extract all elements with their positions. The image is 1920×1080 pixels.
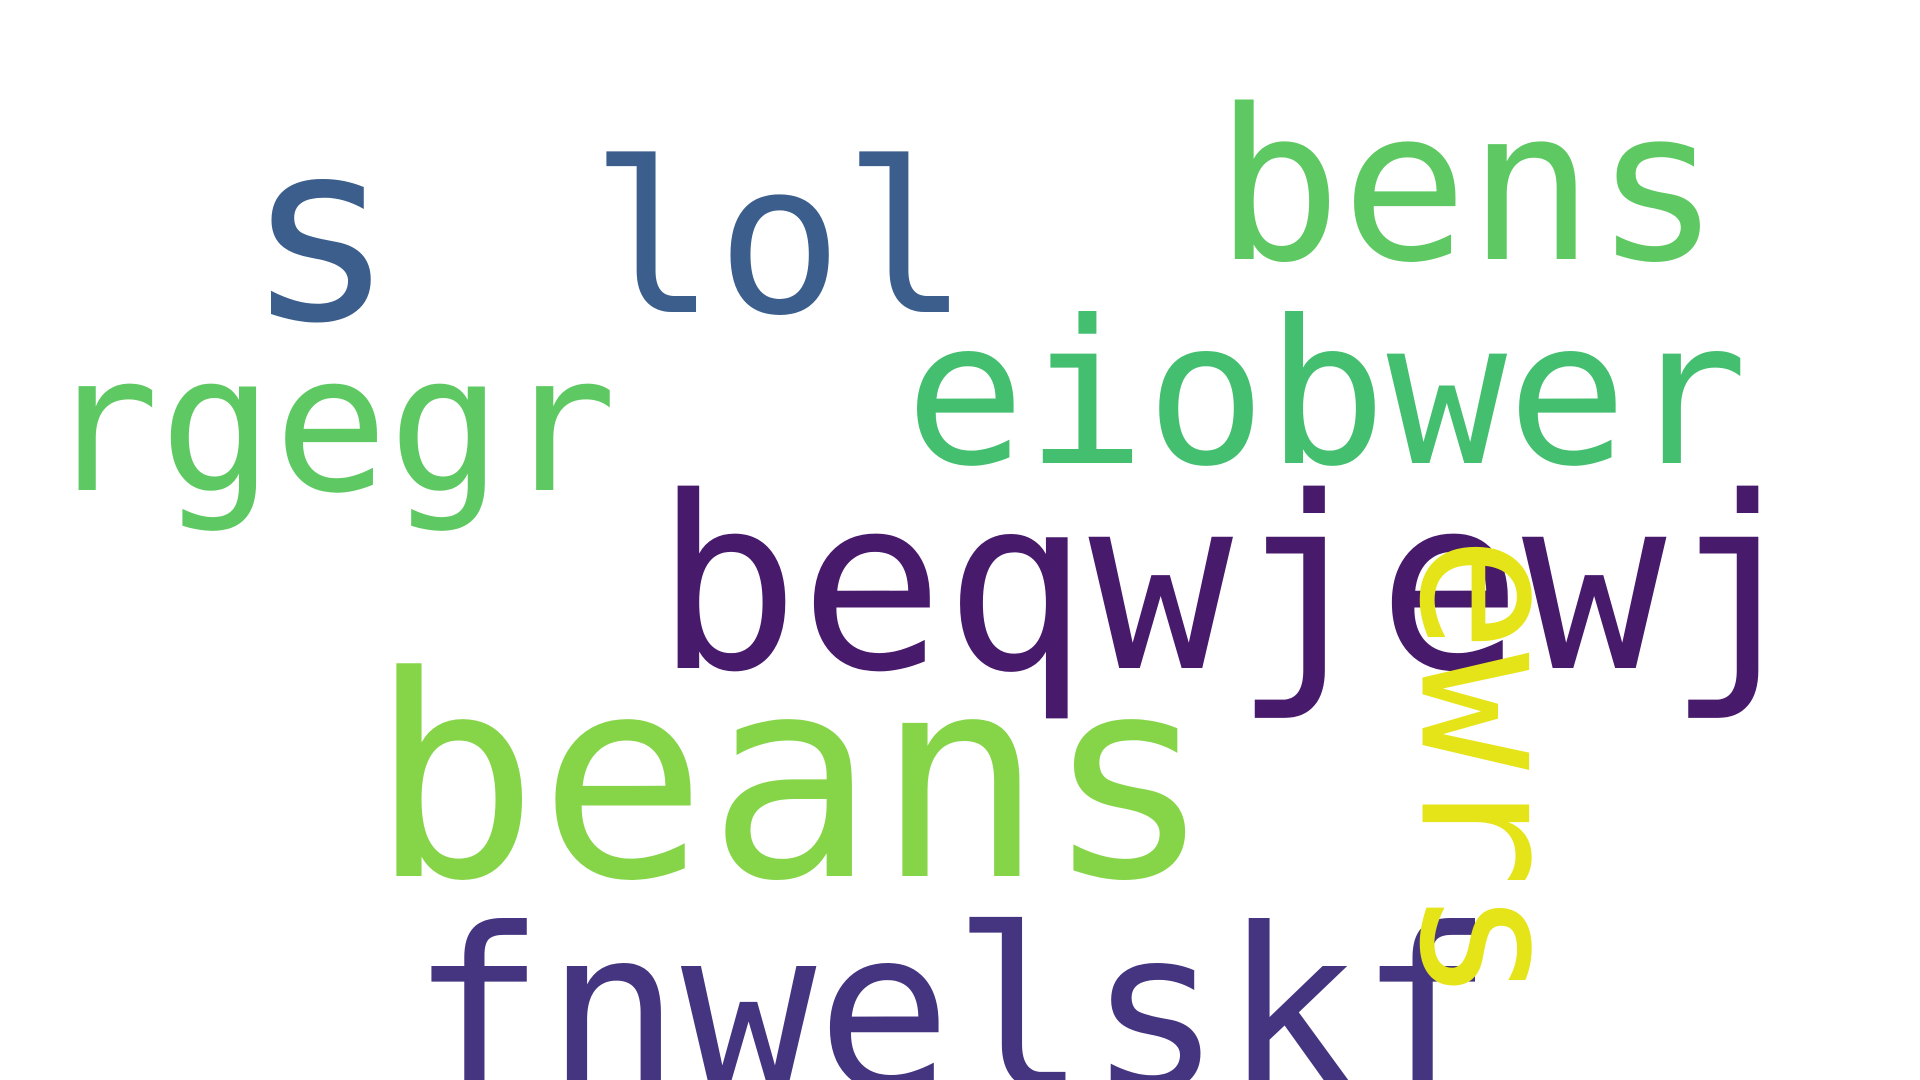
word-fnwelskf: fnwelskf xyxy=(410,881,1494,1080)
word-lol: lol xyxy=(590,117,970,362)
word-ewrs: ewrs xyxy=(1376,535,1604,1005)
word-beans: beans xyxy=(370,617,1213,943)
word-eiobwer: eiobwer xyxy=(905,278,1748,511)
word-beqwjewj: beqwjewj xyxy=(655,445,1811,725)
word-rgegr: rgegr xyxy=(45,314,617,535)
word-s: s xyxy=(245,87,396,378)
word-bens: bens xyxy=(1215,64,1721,309)
